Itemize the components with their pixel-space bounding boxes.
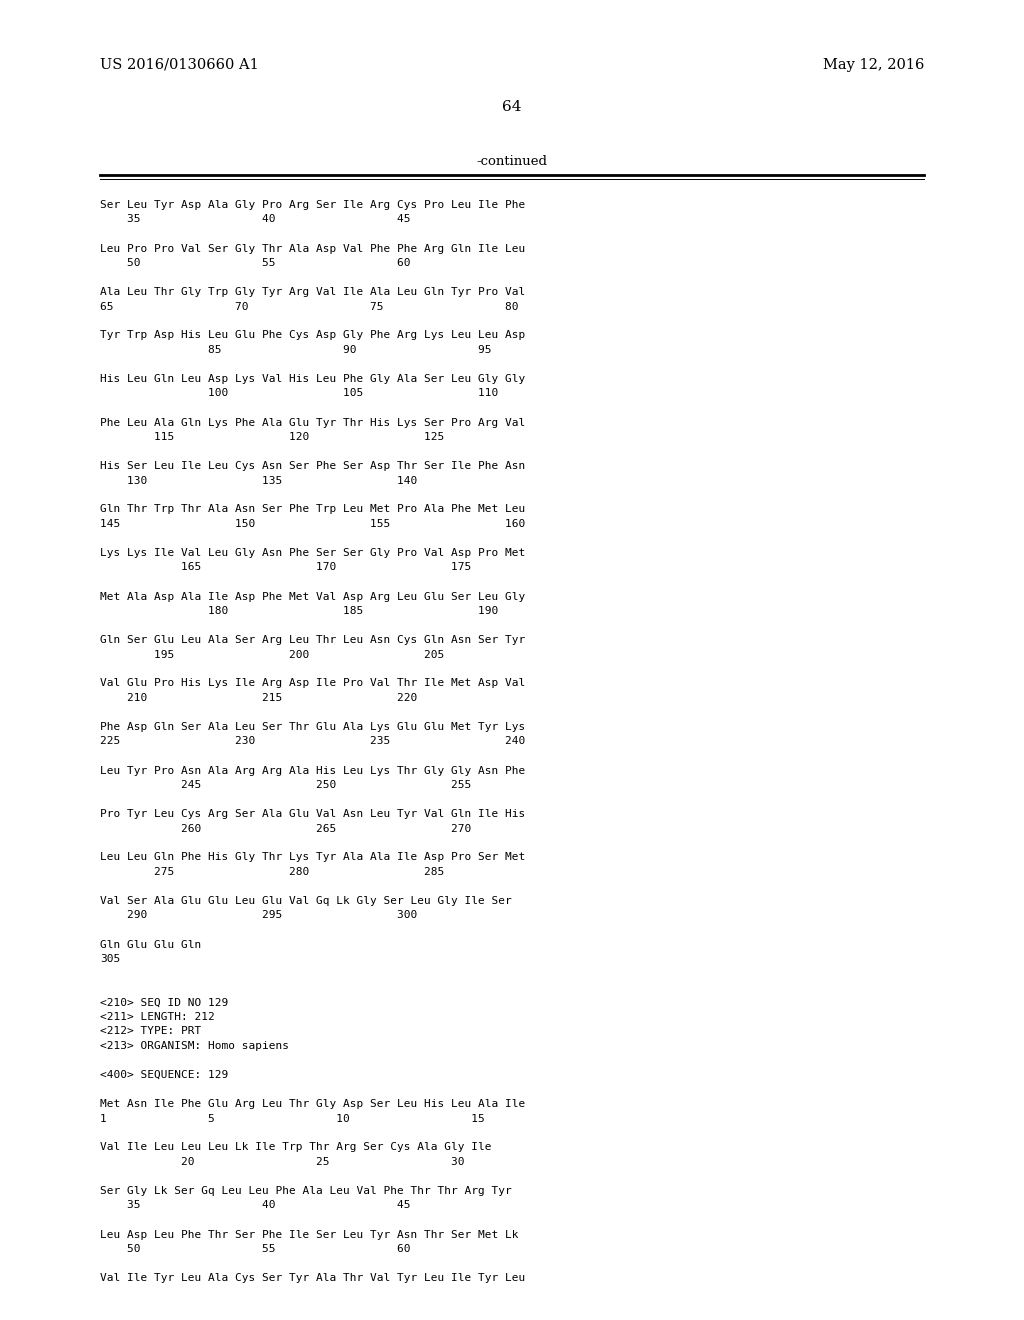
Text: 64: 64 xyxy=(502,100,522,114)
Text: Gln Glu Glu Gln: Gln Glu Glu Gln xyxy=(100,940,202,949)
Text: Tyr Trp Asp His Leu Glu Phe Cys Asp Gly Phe Arg Lys Leu Leu Asp: Tyr Trp Asp His Leu Glu Phe Cys Asp Gly … xyxy=(100,330,525,341)
Text: Leu Leu Gln Phe His Gly Thr Lys Tyr Ala Ala Ile Asp Pro Ser Met: Leu Leu Gln Phe His Gly Thr Lys Tyr Ala … xyxy=(100,853,525,862)
Text: 50                  55                  60: 50 55 60 xyxy=(100,1243,411,1254)
Text: Pro Tyr Leu Cys Arg Ser Ala Glu Val Asn Leu Tyr Val Gln Ile His: Pro Tyr Leu Cys Arg Ser Ala Glu Val Asn … xyxy=(100,809,525,818)
Text: 210                 215                 220: 210 215 220 xyxy=(100,693,417,704)
Text: 85                  90                  95: 85 90 95 xyxy=(100,345,492,355)
Text: -continued: -continued xyxy=(476,154,548,168)
Text: 275                 280                 285: 275 280 285 xyxy=(100,867,444,876)
Text: Met Asn Ile Phe Glu Arg Leu Thr Gly Asp Ser Leu His Leu Ala Ile: Met Asn Ile Phe Glu Arg Leu Thr Gly Asp … xyxy=(100,1100,525,1109)
Text: His Ser Leu Ile Leu Cys Asn Ser Phe Ser Asp Thr Ser Ile Phe Asn: His Ser Leu Ile Leu Cys Asn Ser Phe Ser … xyxy=(100,461,525,471)
Text: Val Ile Leu Leu Leu Lk Ile Trp Thr Arg Ser Cys Ala Gly Ile: Val Ile Leu Leu Leu Lk Ile Trp Thr Arg S… xyxy=(100,1143,492,1152)
Text: 35                  40                  45: 35 40 45 xyxy=(100,1200,411,1210)
Text: 115                 120                 125: 115 120 125 xyxy=(100,432,444,442)
Text: Lys Lys Ile Val Leu Gly Asn Phe Ser Ser Gly Pro Val Asp Pro Met: Lys Lys Ile Val Leu Gly Asn Phe Ser Ser … xyxy=(100,548,525,558)
Text: 245                 250                 255: 245 250 255 xyxy=(100,780,471,789)
Text: Val Glu Pro His Lys Ile Arg Asp Ile Pro Val Thr Ile Met Asp Val: Val Glu Pro His Lys Ile Arg Asp Ile Pro … xyxy=(100,678,525,689)
Text: <400> SEQUENCE: 129: <400> SEQUENCE: 129 xyxy=(100,1071,228,1080)
Text: Gln Thr Trp Thr Ala Asn Ser Phe Trp Leu Met Pro Ala Phe Met Leu: Gln Thr Trp Thr Ala Asn Ser Phe Trp Leu … xyxy=(100,504,525,515)
Text: 165                 170                 175: 165 170 175 xyxy=(100,562,471,573)
Text: Phe Leu Ala Gln Lys Phe Ala Glu Tyr Thr His Lys Ser Pro Arg Val: Phe Leu Ala Gln Lys Phe Ala Glu Tyr Thr … xyxy=(100,417,525,428)
Text: 180                 185                 190: 180 185 190 xyxy=(100,606,499,616)
Text: Gln Ser Glu Leu Ala Ser Arg Leu Thr Leu Asn Cys Gln Asn Ser Tyr: Gln Ser Glu Leu Ala Ser Arg Leu Thr Leu … xyxy=(100,635,525,645)
Text: Leu Tyr Pro Asn Ala Arg Arg Ala His Leu Lys Thr Gly Gly Asn Phe: Leu Tyr Pro Asn Ala Arg Arg Ala His Leu … xyxy=(100,766,525,776)
Text: Val Ile Tyr Leu Ala Cys Ser Tyr Ala Thr Val Tyr Leu Ile Tyr Leu: Val Ile Tyr Leu Ala Cys Ser Tyr Ala Thr … xyxy=(100,1272,525,1283)
Text: 305: 305 xyxy=(100,954,120,964)
Text: Phe Asp Gln Ser Ala Leu Ser Thr Glu Ala Lys Glu Glu Met Tyr Lys: Phe Asp Gln Ser Ala Leu Ser Thr Glu Ala … xyxy=(100,722,525,733)
Text: <210> SEQ ID NO 129: <210> SEQ ID NO 129 xyxy=(100,998,228,1007)
Text: <213> ORGANISM: Homo sapiens: <213> ORGANISM: Homo sapiens xyxy=(100,1041,289,1051)
Text: <212> TYPE: PRT: <212> TYPE: PRT xyxy=(100,1027,202,1036)
Text: Leu Pro Pro Val Ser Gly Thr Ala Asp Val Phe Phe Arg Gln Ile Leu: Leu Pro Pro Val Ser Gly Thr Ala Asp Val … xyxy=(100,243,525,253)
Text: 130                 135                 140: 130 135 140 xyxy=(100,475,417,486)
Text: His Leu Gln Leu Asp Lys Val His Leu Phe Gly Ala Ser Leu Gly Gly: His Leu Gln Leu Asp Lys Val His Leu Phe … xyxy=(100,374,525,384)
Text: Leu Asp Leu Phe Thr Ser Phe Ile Ser Leu Tyr Asn Thr Ser Met Lk: Leu Asp Leu Phe Thr Ser Phe Ile Ser Leu … xyxy=(100,1229,518,1239)
Text: 290                 295                 300: 290 295 300 xyxy=(100,911,417,920)
Text: 20                  25                  30: 20 25 30 xyxy=(100,1158,465,1167)
Text: <211> LENGTH: 212: <211> LENGTH: 212 xyxy=(100,1012,215,1022)
Text: 35                  40                  45: 35 40 45 xyxy=(100,214,411,224)
Text: 225                 230                 235                 240: 225 230 235 240 xyxy=(100,737,525,747)
Text: Ala Leu Thr Gly Trp Gly Tyr Arg Val Ile Ala Leu Gln Tyr Pro Val: Ala Leu Thr Gly Trp Gly Tyr Arg Val Ile … xyxy=(100,286,525,297)
Text: US 2016/0130660 A1: US 2016/0130660 A1 xyxy=(100,58,259,73)
Text: Val Ser Ala Glu Glu Leu Glu Val Gq Lk Gly Ser Leu Gly Ile Ser: Val Ser Ala Glu Glu Leu Glu Val Gq Lk Gl… xyxy=(100,896,512,906)
Text: 65                  70                  75                  80: 65 70 75 80 xyxy=(100,301,518,312)
Text: 50                  55                  60: 50 55 60 xyxy=(100,257,411,268)
Text: May 12, 2016: May 12, 2016 xyxy=(822,58,924,73)
Text: 1               5                  10                  15: 1 5 10 15 xyxy=(100,1114,484,1123)
Text: Ser Leu Tyr Asp Ala Gly Pro Arg Ser Ile Arg Cys Pro Leu Ile Phe: Ser Leu Tyr Asp Ala Gly Pro Arg Ser Ile … xyxy=(100,201,525,210)
Text: Met Ala Asp Ala Ile Asp Phe Met Val Asp Arg Leu Glu Ser Leu Gly: Met Ala Asp Ala Ile Asp Phe Met Val Asp … xyxy=(100,591,525,602)
Text: 100                 105                 110: 100 105 110 xyxy=(100,388,499,399)
Text: 145                 150                 155                 160: 145 150 155 160 xyxy=(100,519,525,529)
Text: 260                 265                 270: 260 265 270 xyxy=(100,824,471,833)
Text: 195                 200                 205: 195 200 205 xyxy=(100,649,444,660)
Text: Ser Gly Lk Ser Gq Leu Leu Phe Ala Leu Val Phe Thr Thr Arg Tyr: Ser Gly Lk Ser Gq Leu Leu Phe Ala Leu Va… xyxy=(100,1185,512,1196)
